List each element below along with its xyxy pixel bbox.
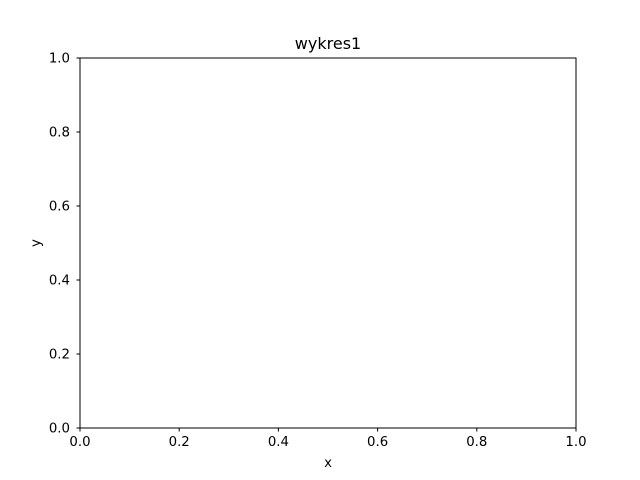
y-tick-label: 0.2 <box>49 348 70 363</box>
y-tick-label: 0.4 <box>49 274 70 289</box>
x-tick-label: 1.0 <box>565 435 586 450</box>
y-tick-label: 0.6 <box>49 200 70 215</box>
x-tick-label: 0.2 <box>169 435 190 450</box>
x-axis-ticks: 0.0 0.2 0.4 0.6 0.8 1.0 <box>69 428 587 450</box>
x-tick-label: 0.4 <box>268 435 289 450</box>
y-tick-label: 0.0 <box>49 422 70 437</box>
y-tick-label: 0.8 <box>49 126 70 141</box>
x-tick-label: 0.6 <box>367 435 388 450</box>
x-tick-label: 0.8 <box>466 435 487 450</box>
y-axis-label: y <box>29 239 44 247</box>
y-tick-label: 1.0 <box>49 52 70 67</box>
x-tick-label: 0.0 <box>69 435 90 450</box>
plot-area <box>79 57 577 429</box>
chart-title: wykres1 <box>295 34 361 53</box>
y-axis-ticks: 0.0 0.2 0.4 0.6 0.8 1.0 <box>49 52 80 437</box>
x-axis-label: x <box>324 456 332 471</box>
